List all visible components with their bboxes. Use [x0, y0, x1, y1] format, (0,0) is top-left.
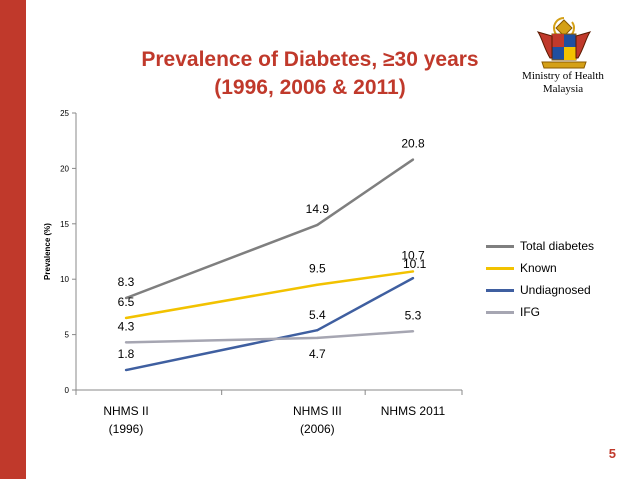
- y-tick-label: 15: [60, 220, 69, 229]
- y-tick-label: 10: [60, 275, 69, 284]
- legend-label: Known: [520, 261, 557, 275]
- chart-legend: Total diabetes Known Undiagnosed IFG: [486, 235, 594, 323]
- x-tick-label: NHMS III: [293, 404, 342, 418]
- legend-swatch: [486, 288, 514, 292]
- data-point: [124, 316, 128, 320]
- x-tick-label: NHMS II: [103, 404, 148, 418]
- left-accent-bar: [0, 0, 26, 479]
- legend-label: Undiagnosed: [520, 283, 591, 297]
- data-point: [316, 336, 319, 340]
- page-number: 5: [608, 446, 616, 461]
- ministry-label: Ministry of Health Malaysia: [500, 70, 626, 96]
- data-point: [316, 328, 319, 332]
- data-label: 20.8: [401, 137, 425, 151]
- data-point: [411, 330, 415, 333]
- y-axis-label: Prevalence (%): [43, 223, 52, 280]
- data-label: 4.3: [118, 319, 135, 333]
- data-label: 10.1: [403, 257, 427, 271]
- x-tick-label: NHMS 2011: [381, 404, 446, 418]
- ministry-crest-icon: [536, 17, 592, 69]
- legend-label: Total diabetes: [520, 239, 595, 253]
- data-point: [124, 341, 128, 344]
- data-label: 6.5: [118, 295, 135, 309]
- data-label: 5.4: [309, 308, 326, 322]
- data-point: [316, 223, 319, 227]
- y-tick-label: 25: [60, 109, 69, 118]
- data-label: 4.7: [309, 347, 326, 361]
- data-point: [124, 296, 128, 300]
- legend-label: IFG: [520, 305, 540, 319]
- legend-item: Undiagnosed: [486, 279, 594, 301]
- x-tick-label: (2006): [300, 422, 335, 436]
- data-point: [124, 368, 128, 372]
- y-tick-label: 5: [65, 331, 70, 340]
- data-point: [316, 283, 319, 286]
- data-point: [411, 276, 415, 280]
- data-label: 5.3: [405, 308, 422, 322]
- legend-item: Known: [486, 257, 594, 279]
- title-line-1: Prevalence of Diabetes, ≥30 years: [141, 48, 479, 71]
- legend-swatch: [486, 310, 514, 314]
- data-label: 10.7: [401, 248, 425, 262]
- data-label: 14.9: [306, 202, 330, 216]
- data-label: 8.3: [118, 275, 135, 289]
- data-point: [411, 158, 415, 161]
- y-tick-label: 0: [65, 386, 70, 395]
- ministry-line-2: Malaysia: [542, 83, 584, 95]
- legend-swatch: [486, 244, 514, 248]
- ministry-line-1: Ministry of Health: [522, 70, 604, 82]
- legend-item: IFG: [486, 301, 594, 323]
- title-line-2: (1996, 2006 & 2011): [214, 76, 406, 99]
- legend-swatch: [486, 266, 514, 270]
- data-label: 9.5: [309, 262, 326, 276]
- y-tick-label: 20: [60, 164, 69, 173]
- legend-item: Total diabetes: [486, 235, 594, 257]
- data-label: 1.8: [118, 347, 135, 361]
- x-tick-label: (1996): [109, 422, 144, 436]
- series-line-known: [125, 270, 414, 320]
- page-title: Prevalence of Diabetes, ≥30 years (1996,…: [95, 46, 525, 102]
- data-point: [411, 270, 415, 273]
